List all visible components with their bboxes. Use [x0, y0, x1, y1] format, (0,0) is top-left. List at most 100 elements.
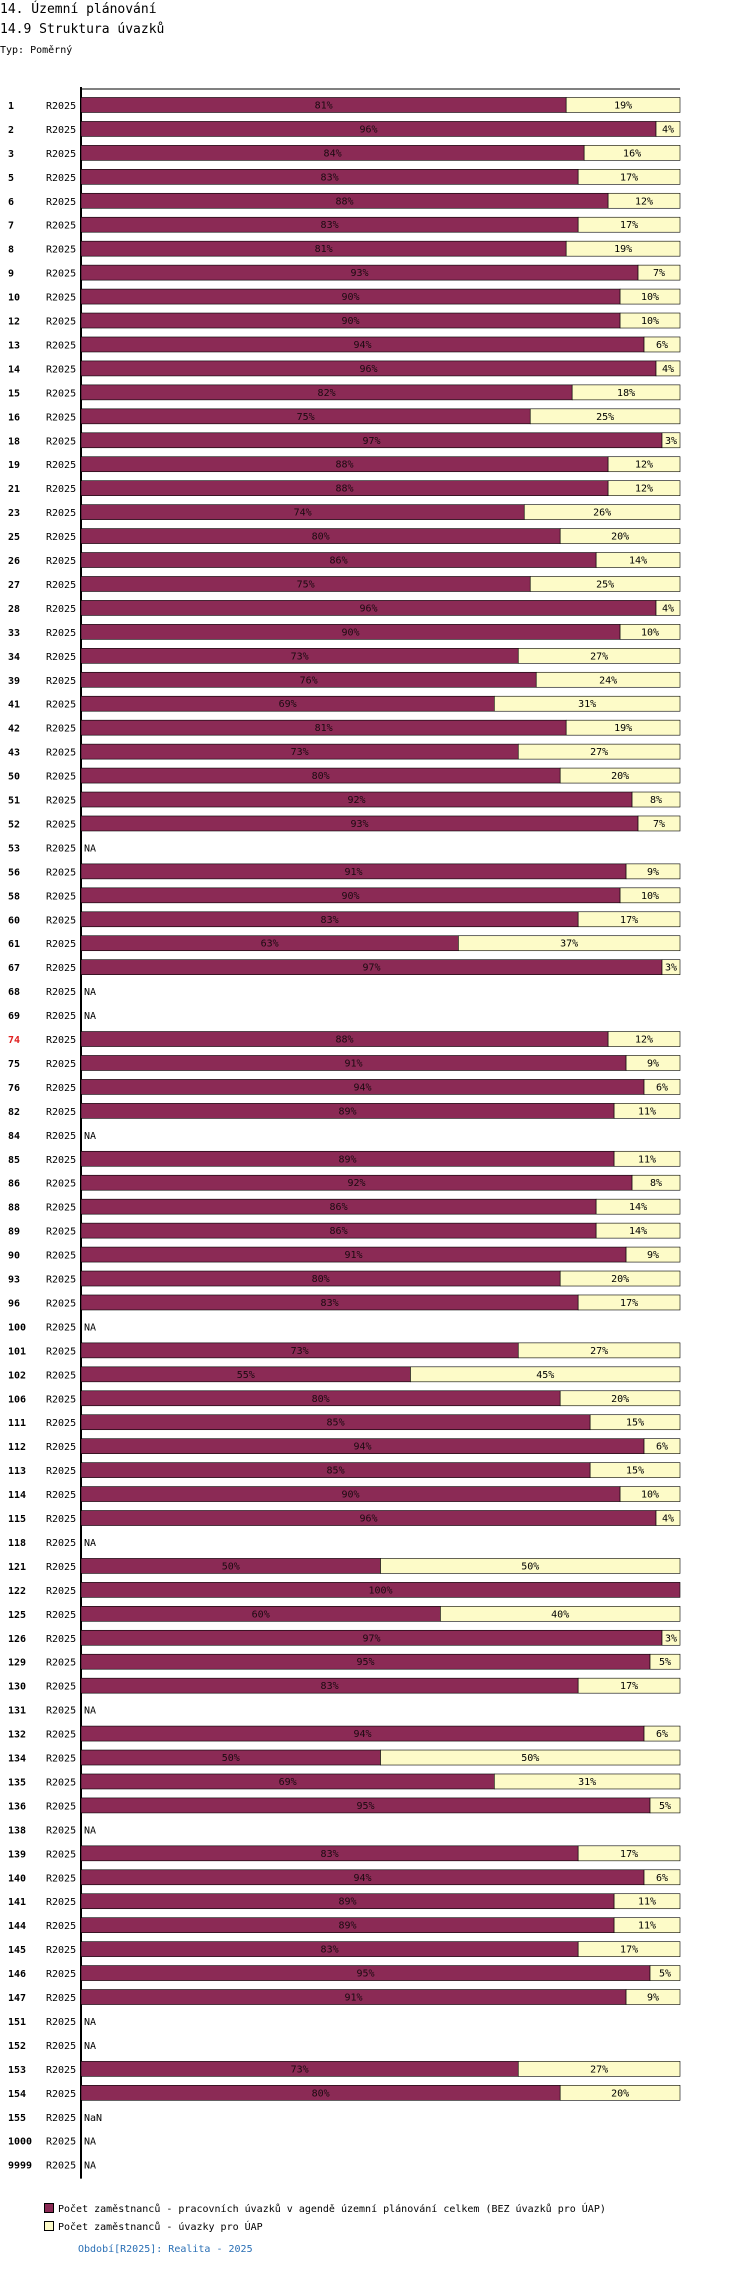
- data-label-series1: 94%: [353, 1729, 371, 1740]
- category-label: 75: [8, 1059, 20, 1070]
- period-label: R2025: [46, 2113, 76, 2124]
- period-label: R2025: [46, 412, 76, 423]
- data-label-series1: 88%: [336, 484, 354, 495]
- category-label: 141: [8, 1897, 26, 1908]
- chart-title: 14.9 Struktura úvazků: [0, 22, 165, 37]
- bar-segment-series2: [655, 600, 681, 616]
- bar-segment-series2: [607, 192, 681, 209]
- chart-type-label: Typ: Poměrný: [0, 45, 73, 56]
- data-label-series2: 27%: [590, 747, 608, 758]
- data-label-series1: 96%: [359, 124, 377, 135]
- data-label-series1: 93%: [351, 819, 369, 830]
- category-label: 153: [8, 2065, 26, 2076]
- category-label: 147: [8, 1993, 26, 2004]
- period-label: R2025: [46, 1706, 76, 1717]
- category-label: 100: [8, 1322, 26, 1333]
- bar-segment-series2: [529, 576, 681, 592]
- data-label-series2: 17%: [620, 1945, 638, 1956]
- na-label: NA: [84, 1706, 96, 1717]
- data-label-series2: 17%: [620, 915, 638, 926]
- period-label: R2025: [46, 1801, 76, 1812]
- data-label-series1: 86%: [330, 556, 348, 567]
- period-label: R2025: [46, 2161, 76, 2172]
- data-label-series1: 73%: [291, 651, 309, 662]
- data-label-series1: 83%: [321, 1945, 339, 1956]
- category-label: 84: [8, 1131, 20, 1142]
- data-label-series1: 89%: [339, 1106, 357, 1117]
- bar-segment-series2: [589, 1414, 681, 1431]
- data-label-series1: 94%: [353, 1873, 371, 1884]
- data-label-series2: 10%: [641, 1490, 659, 1501]
- data-label-series1: 81%: [315, 723, 333, 734]
- page-title: 14. Územní plánování: [0, 2, 157, 17]
- period-label: R2025: [46, 2041, 76, 2052]
- period-label: R2025: [46, 1370, 76, 1381]
- period-label: R2025: [46, 2089, 76, 2100]
- period-label: R2025: [46, 508, 76, 519]
- period-label: R2025: [46, 460, 76, 471]
- data-label-series2: 20%: [611, 532, 629, 543]
- category-label: 14: [8, 364, 20, 375]
- category-label: 7: [8, 221, 14, 232]
- category-label: 51: [8, 796, 20, 807]
- data-label-series2: 12%: [635, 196, 653, 207]
- category-label: 130: [8, 1682, 26, 1693]
- period-label: R2025: [46, 796, 76, 807]
- bar-segment-series2: [517, 743, 681, 760]
- category-label: 1: [8, 101, 14, 112]
- na-label: NA: [84, 2017, 96, 2028]
- bar-segment-series2: [595, 552, 681, 568]
- data-label-series1: 91%: [345, 1058, 363, 1069]
- period-label: R2025: [46, 388, 76, 399]
- category-label: 21: [8, 484, 20, 495]
- data-label-series2: 4%: [662, 1514, 674, 1525]
- data-label-series1: 89%: [339, 1897, 357, 1908]
- category-label: 39: [8, 676, 20, 687]
- bar-segment-series2: [619, 312, 681, 329]
- data-label-series1: 88%: [336, 1035, 354, 1046]
- bar-segment-series2: [571, 384, 681, 401]
- period-label: R2025: [46, 1777, 76, 1788]
- data-label-series2: 19%: [614, 244, 632, 255]
- category-label: 53: [8, 843, 20, 854]
- legend-swatch-series2: [44, 2221, 54, 2231]
- period-label: R2025: [46, 1059, 76, 1070]
- data-label-series1: 73%: [291, 2064, 309, 2075]
- bar-segment-series1: [80, 1582, 681, 1598]
- data-label-series2: 9%: [647, 1993, 659, 2004]
- bar-segment-series2: [595, 1198, 681, 1215]
- data-label-series2: 3%: [665, 1633, 677, 1644]
- na-label: NaN: [84, 2113, 102, 2124]
- bar-segment-series2: [643, 1869, 681, 1886]
- period-label: R2025: [46, 1730, 76, 1741]
- category-label: 145: [8, 1945, 26, 1956]
- data-label-series1: 50%: [222, 1561, 240, 1572]
- data-label-series2: 14%: [629, 556, 647, 567]
- data-label-series2: 14%: [629, 1226, 647, 1237]
- na-label: NA: [84, 987, 96, 998]
- period-label: R2025: [46, 1634, 76, 1645]
- category-label: 88: [8, 1203, 20, 1214]
- bar-segment-series2: [637, 815, 681, 832]
- data-label-series1: 80%: [312, 2088, 330, 2099]
- data-label-series1: 86%: [330, 1202, 348, 1213]
- category-label: 122: [8, 1586, 26, 1597]
- data-label-series2: 5%: [659, 1657, 671, 1668]
- period-label: R2025: [46, 1538, 76, 1549]
- na-label: NA: [84, 1538, 96, 1549]
- data-label-series2: 3%: [665, 963, 677, 974]
- data-label-series1: 97%: [362, 963, 380, 974]
- data-label-series2: 24%: [599, 675, 617, 686]
- bar-segment-series2: [577, 1941, 681, 1957]
- period-label: R2025: [46, 1394, 76, 1405]
- data-label-series1: 83%: [321, 1298, 339, 1309]
- category-label: 56: [8, 867, 20, 878]
- category-label: 121: [8, 1562, 26, 1573]
- period-label: R2025: [46, 1682, 76, 1693]
- data-label-series2: 11%: [638, 1897, 656, 1908]
- data-label-series1: 90%: [342, 627, 360, 638]
- period-label: R2025: [46, 1442, 76, 1453]
- data-label-series2: 6%: [656, 340, 668, 351]
- category-label: 125: [8, 1610, 26, 1621]
- data-label-series1: 80%: [312, 771, 330, 782]
